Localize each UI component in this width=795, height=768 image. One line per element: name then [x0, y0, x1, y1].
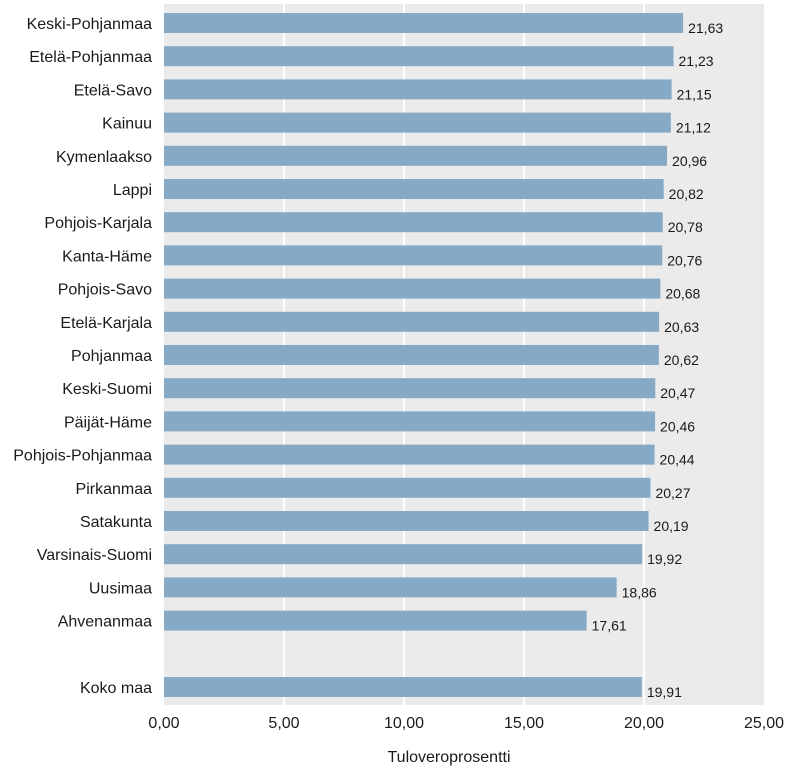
- x-tick-label: 20,00: [624, 715, 664, 732]
- bar: [164, 411, 656, 432]
- category-label: Kainuu: [102, 116, 152, 133]
- category-label: Etelä-Savo: [74, 82, 152, 99]
- value-label: 20,19: [654, 518, 689, 534]
- category-label: Kanta-Häme: [62, 248, 152, 265]
- category-label: Uusimaa: [89, 580, 152, 597]
- category-label: Pohjois-Karjala: [44, 215, 152, 232]
- category-label: Pohjanmaa: [71, 348, 152, 365]
- bar: [164, 212, 663, 233]
- bar: [164, 477, 651, 498]
- category-label: Etelä-Pohjanmaa: [29, 49, 152, 66]
- x-axis-title: Tuloveroprosentti: [387, 749, 510, 766]
- bar: [164, 345, 659, 365]
- bar: [164, 677, 642, 697]
- bar: [164, 311, 660, 332]
- value-label: 20,68: [665, 286, 700, 302]
- category-label: Pirkanmaa: [76, 481, 153, 498]
- bar: [164, 145, 668, 166]
- bars: [164, 13, 684, 697]
- value-label: 20,46: [660, 418, 695, 434]
- bar: [164, 278, 661, 299]
- value-labels: 21,63 21,23 21,15 21,12 20,96 20,82 20,78 20,76…: [592, 20, 724, 700]
- x-axis-ticks: 0,00 5,00 10,00 15,00 20,00 25,00: [148, 715, 784, 732]
- bar: [164, 378, 656, 399]
- bar: [164, 245, 663, 266]
- value-label: 19,91: [647, 684, 682, 700]
- bar: [164, 79, 672, 100]
- bar: [164, 544, 643, 565]
- x-tick-label: 10,00: [384, 715, 424, 732]
- x-tick-label: 15,00: [504, 715, 544, 732]
- category-label: Ahvenanmaa: [58, 614, 152, 631]
- category-label: Pohjois-Savo: [58, 282, 152, 299]
- value-label: 20,82: [669, 186, 704, 202]
- bar: [164, 444, 655, 465]
- value-label: 20,76: [667, 252, 702, 268]
- value-label: 20,96: [672, 153, 707, 169]
- category-label: Satakunta: [80, 514, 152, 531]
- value-label: 20,44: [660, 452, 695, 468]
- value-label: 20,47: [660, 385, 695, 401]
- value-label: 20,62: [664, 352, 699, 368]
- category-label: Kymenlaakso: [56, 149, 152, 166]
- category-label: Päijät-Häme: [64, 414, 152, 431]
- bar: [164, 13, 684, 33]
- bar: [164, 46, 674, 67]
- category-labels: Keski-Pohjanmaa Etelä-Pohjanmaa Etelä-Savo…: [13, 16, 152, 697]
- value-label: 19,92: [647, 551, 682, 567]
- category-label: Etelä-Karjala: [60, 315, 152, 332]
- value-label: 21,63: [688, 20, 723, 36]
- bar: [164, 511, 649, 531]
- value-label: 17,61: [592, 618, 627, 634]
- category-label: Pohjois-Pohjanmaa: [13, 448, 152, 465]
- x-tick-label: 5,00: [268, 715, 299, 732]
- value-label: 21,12: [676, 120, 711, 136]
- bar: [164, 179, 664, 199]
- category-label: Lappi: [113, 182, 152, 199]
- bar: [164, 577, 617, 598]
- value-label: 21,23: [679, 53, 714, 69]
- value-label: 20,27: [655, 485, 690, 501]
- category-label: Keski-Suomi: [62, 381, 152, 398]
- category-label: Keski-Pohjanmaa: [27, 16, 153, 33]
- value-label: 20,78: [668, 219, 703, 235]
- bar: [164, 610, 587, 631]
- category-label: Varsinais-Suomi: [37, 547, 152, 564]
- bar: [164, 112, 671, 133]
- category-label: Koko maa: [80, 680, 152, 697]
- value-label: 20,63: [664, 319, 699, 335]
- x-tick-label: 0,00: [148, 715, 179, 732]
- value-label: 18,86: [622, 584, 657, 600]
- value-label: 21,15: [677, 86, 712, 102]
- x-tick-label: 25,00: [744, 715, 784, 732]
